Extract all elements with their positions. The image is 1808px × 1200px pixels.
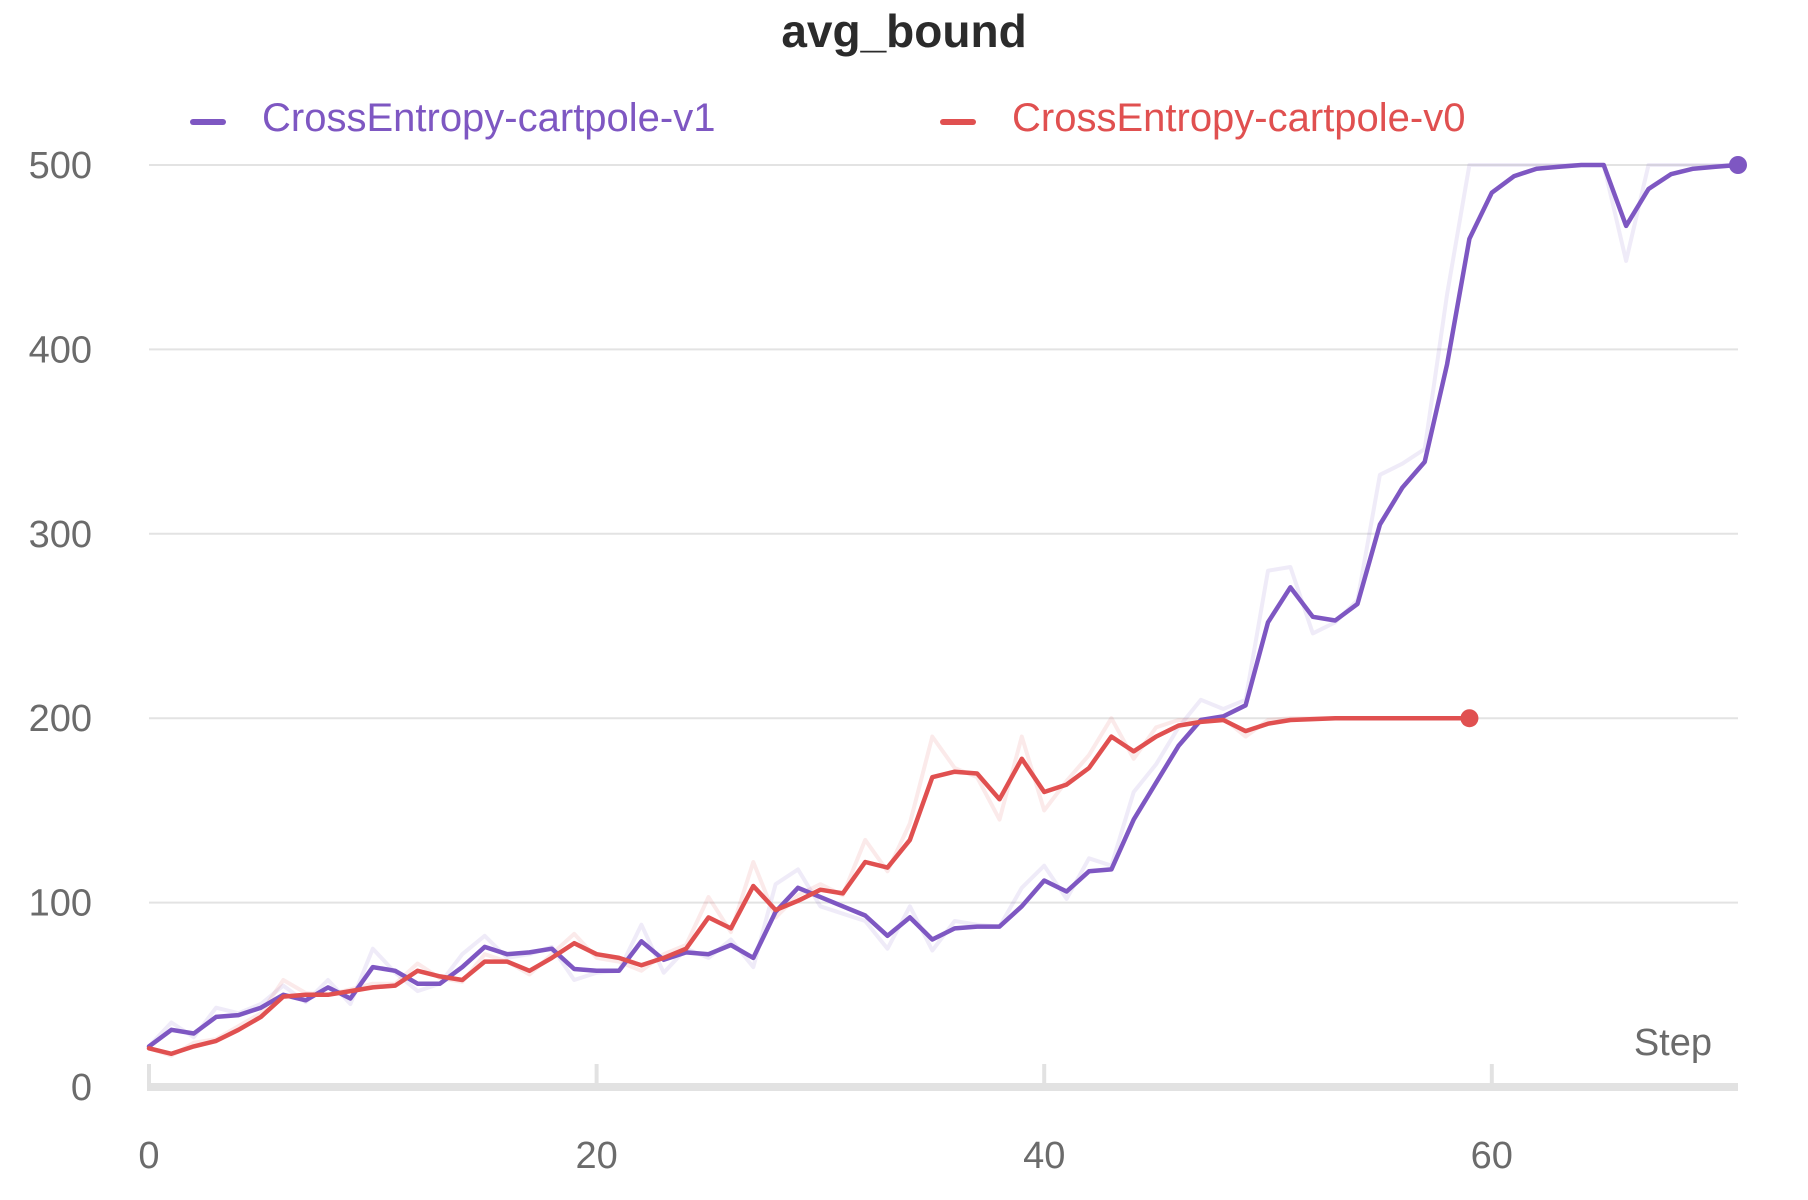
y-tick-label-100: 100 [29, 883, 92, 925]
series-line-1[interactable] [146, 715, 1472, 1057]
x-tick-label-20: 20 [575, 1135, 617, 1177]
x-tick-label-60: 60 [1471, 1135, 1513, 1177]
y-tick-label-0: 0 [71, 1067, 92, 1109]
x-axis-label: Step [1634, 1022, 1712, 1064]
series-line-0[interactable] [146, 162, 1741, 1049]
series-endpoint-0[interactable] [1729, 156, 1747, 174]
x-tick-label-0: 0 [138, 1135, 159, 1177]
legend-swatch-v1 [190, 119, 226, 125]
series-lines [146, 156, 1747, 1058]
y-tick-label-400: 400 [29, 329, 92, 371]
legend-swatch-v0 [940, 119, 976, 125]
legend-label-v1: CrossEntropy-cartpole-v1 [262, 96, 716, 140]
gridlines [149, 164, 1738, 904]
series-raw-line-0 [147, 163, 1738, 1048]
chart-title: avg_bound [781, 5, 1027, 57]
x-axis: 0 20 40 60 [138, 1064, 1738, 1177]
series-raw-line-1 [148, 716, 1470, 1058]
legend-label-v0: CrossEntropy-cartpole-v0 [1012, 96, 1466, 140]
y-tick-label-200: 200 [29, 698, 92, 740]
series-endpoint-1[interactable] [1460, 709, 1479, 728]
y-tick-label-300: 300 [29, 514, 92, 556]
y-axis-ticks: 0 100 200 300 400 500 [29, 145, 92, 1109]
x-tick-label-40: 40 [1023, 1135, 1065, 1177]
y-tick-label-500: 500 [29, 145, 92, 187]
